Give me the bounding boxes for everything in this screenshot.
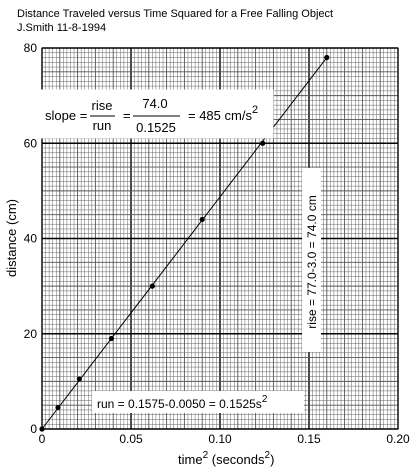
data-point xyxy=(199,216,205,223)
slope-denominator: 0.1525 xyxy=(136,120,176,135)
y-tick-label: 0 xyxy=(30,422,37,436)
chart-title: Distance Traveled versus Time Squared fo… xyxy=(17,8,333,20)
data-points xyxy=(39,54,330,432)
x-tick-label: 0.15 xyxy=(297,432,321,446)
y-tick-label: 60 xyxy=(24,136,38,150)
x-axis-label: time2 (seconds2) xyxy=(178,450,274,467)
slope-box xyxy=(39,89,274,139)
equals-sign: = xyxy=(123,108,131,123)
y-tick-labels: 0 20 40 60 80 xyxy=(24,41,38,436)
rise-label: rise = 77.0-3.0 = 74.0 cm xyxy=(305,195,319,328)
x-tick-label: 0.10 xyxy=(208,432,232,446)
data-point xyxy=(39,426,45,432)
x-tick-label: 0.20 xyxy=(386,432,410,446)
data-point xyxy=(324,54,330,61)
data-point xyxy=(55,404,61,411)
chart-subtitle: J.Smith 11-8-1994 xyxy=(17,22,106,34)
fit-line xyxy=(41,57,328,430)
slope-rise-text: rise xyxy=(92,98,113,113)
slope-run-text: run xyxy=(93,118,112,133)
data-point xyxy=(149,283,155,289)
grid xyxy=(41,47,399,430)
slope-result: = 485 cm/s2 xyxy=(188,104,258,123)
x-tick-label: 0 xyxy=(39,432,46,446)
y-tick-label: 20 xyxy=(24,327,38,341)
y-tick-label: 80 xyxy=(24,41,38,55)
y-axis-label: distance (cm) xyxy=(4,199,19,277)
y-tick-label: 40 xyxy=(24,232,38,246)
slope-numerator: 74.0 xyxy=(142,96,167,111)
data-point xyxy=(260,140,266,146)
data-point xyxy=(76,376,82,382)
data-point xyxy=(108,335,115,342)
run-label: run = 0.1575-0.0050 = 0.1525s2 xyxy=(97,394,268,411)
x-tick-labels: 0 0.05 0.10 0.15 0.20 xyxy=(39,432,410,446)
run-box xyxy=(92,391,304,413)
x-tick-label: 0.05 xyxy=(119,432,143,446)
plot-frame xyxy=(41,47,399,430)
rise-box xyxy=(302,168,321,352)
slope-left-text: slope = xyxy=(45,108,87,123)
